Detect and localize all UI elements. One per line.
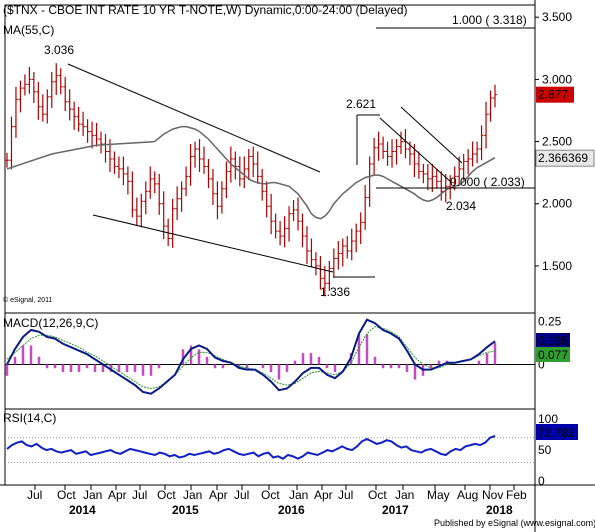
x-tick-label: Aug xyxy=(457,488,478,502)
x-year-label: 2014 xyxy=(69,503,96,517)
price-tick-label: 3.500 xyxy=(542,10,572,24)
labels: ($TNX - CBOE INT RATE 10 YR T-NOTE,W) Dy… xyxy=(3,3,595,528)
publisher-credit: Published by eSignal (www.esignal.com) xyxy=(434,518,595,528)
x-tick-label: Oct xyxy=(157,488,176,502)
last-price-tag: 2.877 xyxy=(538,88,568,102)
x-tick-label: Nov xyxy=(482,488,503,502)
x-tick-label: Jan xyxy=(395,488,414,502)
x-tick-label: Jul xyxy=(132,488,147,502)
last-price-tag-bg xyxy=(536,86,574,103)
ma-line-start xyxy=(6,140,155,170)
rsi-tick-label: 100 xyxy=(538,412,558,426)
x-tick-label: Feb xyxy=(506,488,527,502)
rsi-tick-label: 50 xyxy=(538,443,552,457)
price-annotation: 0.000 ( 2.033) xyxy=(450,175,525,189)
x-tick-label: Jan xyxy=(83,488,102,502)
x-tick-label: Jan xyxy=(289,488,308,502)
macd-tag: 0.135 xyxy=(538,334,568,348)
price-annotation: 3.036 xyxy=(44,43,74,57)
marks: 3.036 2.621 1.336 2.034 1.000 ( 3.318) 0.000 … xyxy=(5,13,595,460)
x-tick-label: Jul xyxy=(338,488,353,502)
x-tick-label: Oct xyxy=(368,488,387,502)
signal-tag: 0.077 xyxy=(538,348,568,362)
pane-frame xyxy=(4,408,536,486)
trend-line xyxy=(67,63,321,173)
x-tick-label: Jan xyxy=(183,488,202,502)
signal-tag-bg xyxy=(536,347,570,362)
price-annotation: 1.336 xyxy=(320,285,350,299)
pane-frame xyxy=(4,4,536,314)
price-tick-label: 3.000 xyxy=(542,72,572,86)
macd-tag-bg xyxy=(536,333,570,348)
chart-title: ($TNX - CBOE INT RATE 10 YR T-NOTE,W) Dy… xyxy=(3,3,408,17)
macd-tick-label: 0 xyxy=(538,357,545,371)
price-tick-label: 2.500 xyxy=(542,135,572,149)
rsi-tag-bg xyxy=(536,424,578,440)
rsi-tick-label: 0 xyxy=(538,474,545,488)
rsi-label: RSI(14,C) xyxy=(3,411,56,425)
ma-line xyxy=(154,125,496,220)
rsi-line xyxy=(6,435,496,460)
macd-label: MACD(12,26,9,C) xyxy=(3,316,98,330)
macd-tick-label: 0.25 xyxy=(538,314,562,328)
macd-line xyxy=(6,318,496,395)
trend-line xyxy=(400,106,463,164)
x-year-label: 2016 xyxy=(278,503,305,517)
x-year-label: 2015 xyxy=(172,503,199,517)
x-year-label: 2018 xyxy=(486,503,513,517)
trend-line xyxy=(379,117,453,184)
x-tick-label: Oct xyxy=(261,488,280,502)
x-year-label: 2017 xyxy=(382,503,409,517)
x-tick-label: May xyxy=(427,488,450,502)
price-tick-label: 2.000 xyxy=(542,197,572,211)
macd-signal-line xyxy=(6,326,496,390)
x-tick-label: Apr xyxy=(108,488,127,502)
trend-line xyxy=(92,214,334,273)
rsi-tag: 72.782 xyxy=(538,426,575,440)
price-tick-label: 1.500 xyxy=(542,259,572,273)
x-tick-label: Jul xyxy=(27,488,42,502)
ma-tag: 2.366369 xyxy=(538,151,588,165)
esignal-credit: © eSignal, 2011 xyxy=(3,296,53,304)
x-tick-label: Oct xyxy=(57,488,76,502)
ma-tag-bg xyxy=(535,149,595,167)
x-tick-label: Apr xyxy=(209,488,228,502)
x-tick-label: Apr xyxy=(314,488,333,502)
x-tick-label: Jul xyxy=(234,488,249,502)
price-annotation: 1.000 ( 3.318) xyxy=(452,13,527,27)
ma-label: MA(55,C) xyxy=(3,23,54,37)
price-annotation: 2.034 xyxy=(446,199,476,213)
price-annotation: 2.621 xyxy=(346,97,376,111)
